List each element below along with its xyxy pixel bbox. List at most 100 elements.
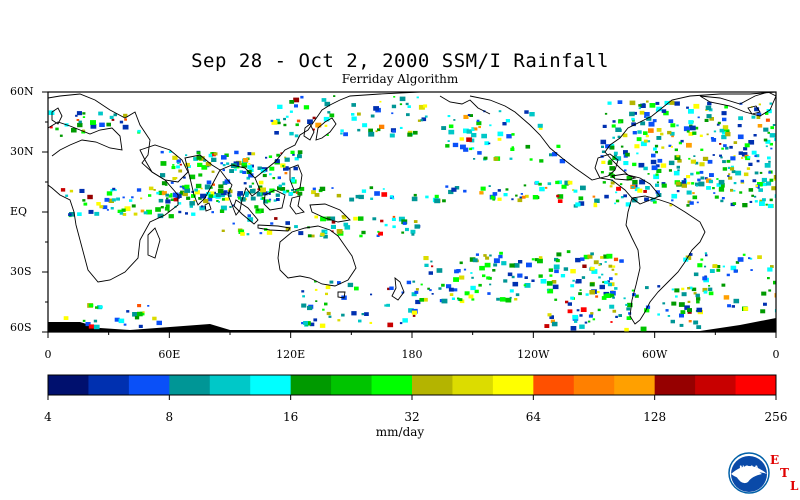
rain-cell [722, 160, 726, 164]
rain-cell [164, 206, 170, 211]
lon-label: 60E [158, 348, 181, 361]
rain-cell [529, 158, 533, 161]
rain-cell [644, 197, 649, 202]
rain-cell [765, 112, 769, 115]
rain-cell [653, 174, 660, 180]
rain-cell [615, 315, 618, 318]
rain-cell [238, 229, 245, 234]
rain-cell [354, 286, 359, 291]
rain-cell [640, 141, 647, 147]
rain-cell [743, 306, 749, 311]
rain-cell [595, 295, 599, 298]
rain-cell [634, 144, 640, 149]
rain-cell [727, 166, 731, 169]
rain-cell [706, 114, 712, 119]
rain-cell [640, 121, 646, 126]
rain-cell [343, 222, 349, 227]
rain-cell [284, 157, 290, 162]
colorbar [47, 374, 777, 400]
lon-label: 120E [276, 348, 306, 361]
rain-cell [203, 159, 207, 162]
rain-cell [122, 213, 127, 216]
rain-cell [277, 186, 282, 191]
rain-cell [391, 112, 394, 115]
rain-cell [177, 162, 180, 165]
rain-cell [303, 321, 308, 325]
rain-cell [681, 180, 686, 184]
rain-cell [693, 292, 697, 295]
rain-cell [380, 219, 384, 223]
rain-cell [266, 230, 273, 235]
rain-cell [106, 122, 111, 127]
rain-cell [675, 181, 681, 186]
rain-cell [492, 269, 496, 272]
rain-cell [178, 202, 182, 205]
rain-cell [643, 166, 648, 171]
rain-cell [637, 130, 642, 134]
rain-cell [738, 151, 743, 155]
rain-cell [620, 196, 624, 199]
rain-cell [328, 315, 332, 318]
rain-cell [291, 189, 294, 192]
rain-cell [523, 284, 527, 287]
rain-cell [94, 211, 100, 216]
rain-cell [311, 190, 316, 195]
rain-cell [613, 151, 618, 155]
rain-cell [564, 180, 570, 185]
rain-cell [509, 157, 513, 160]
rain-cell [268, 191, 271, 193]
rain-cell [418, 104, 425, 110]
rain-cell [278, 184, 282, 188]
rain-cell [198, 156, 205, 161]
rain-cell [447, 115, 451, 118]
rain-cell [661, 109, 667, 113]
rain-cell [199, 206, 205, 211]
rain-cell [321, 98, 327, 102]
rain-cell [689, 286, 693, 290]
rain-cell [726, 130, 730, 133]
rain-cell [551, 321, 558, 327]
rain-cell [615, 199, 620, 203]
noaa-logo: NOAA [728, 452, 770, 494]
rain-cell [644, 116, 647, 118]
rain-cell [257, 166, 262, 170]
rain-cell [71, 128, 77, 133]
rain-cell [260, 168, 266, 173]
rain-cell [79, 188, 85, 193]
rain-cell [737, 134, 744, 140]
rain-cell [623, 194, 627, 198]
rain-cell [601, 145, 604, 148]
rain-cell [769, 198, 773, 202]
rain-cell [592, 318, 596, 321]
rain-cell [546, 289, 549, 291]
rain-cell [415, 288, 419, 291]
rain-cell [593, 202, 597, 206]
rain-cell [305, 321, 311, 326]
rain-cell [478, 126, 481, 129]
rain-cell [733, 298, 740, 304]
rain-cell [112, 187, 116, 191]
rain-cell [411, 196, 418, 202]
rain-cell [699, 170, 704, 174]
rain-cell [647, 173, 650, 175]
rain-cell [224, 179, 231, 184]
rain-cell [448, 124, 454, 129]
rain-cell [124, 206, 131, 212]
rain-cell [391, 217, 396, 221]
rain-cell [585, 293, 589, 296]
rain-cell [525, 194, 529, 198]
rain-cell [320, 232, 325, 237]
rain-cell [77, 212, 82, 216]
rain-cell [210, 152, 213, 154]
rain-cell [674, 148, 678, 152]
rain-cell [722, 117, 727, 122]
rain-cell [412, 280, 416, 283]
colorbar-tick-label: 64 [525, 410, 541, 424]
rain-cell [489, 254, 492, 257]
rain-cell [743, 172, 749, 177]
rain-cell [612, 296, 615, 299]
rain-cell [645, 286, 649, 290]
rain-cell [619, 183, 623, 186]
rain-cell [479, 191, 484, 195]
rain-cell [767, 267, 773, 272]
